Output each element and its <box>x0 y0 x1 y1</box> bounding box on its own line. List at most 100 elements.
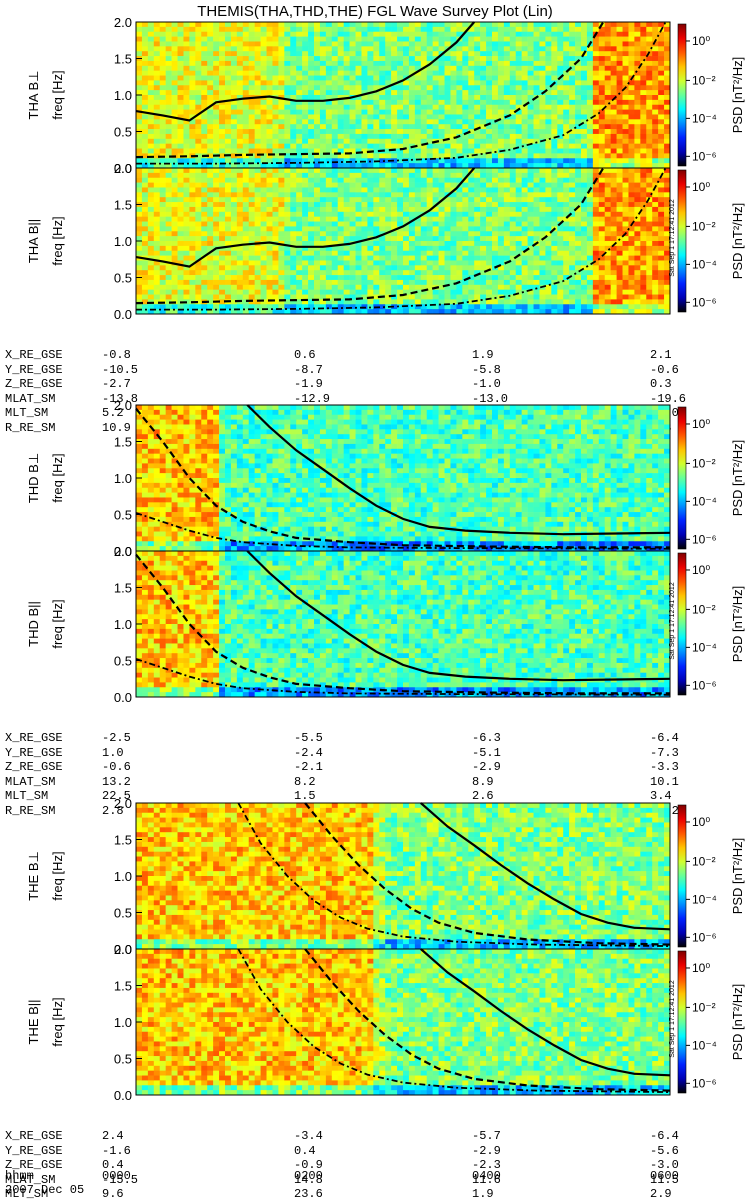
heatmap-cell <box>623 71 629 76</box>
heatmap-cell <box>551 144 557 149</box>
heatmap-cell <box>178 246 184 251</box>
heatmap-cell <box>504 256 510 261</box>
heatmap-cell <box>344 56 350 61</box>
heatmap-cell <box>421 37 427 42</box>
heatmap-cell <box>611 27 617 32</box>
heatmap-cell <box>172 251 178 256</box>
heatmap-cell <box>201 178 207 183</box>
heatmap-cell <box>308 207 314 212</box>
heatmap-cell <box>189 183 195 188</box>
heatmap-cell <box>528 158 534 163</box>
heatmap-cell <box>326 66 332 71</box>
heatmap-cell <box>439 37 445 42</box>
heatmap-cell <box>421 226 427 231</box>
heatmap-cell <box>385 265 391 270</box>
heatmap-cell <box>166 119 172 124</box>
heatmap-cell <box>231 22 237 27</box>
heatmap-cell <box>522 22 528 27</box>
heatmap-cell <box>445 90 451 95</box>
heatmap-cell <box>201 231 207 236</box>
heatmap-cell <box>249 280 255 285</box>
heatmap-cell <box>267 187 273 192</box>
heatmap-cell <box>563 124 569 129</box>
heatmap-cell <box>557 275 563 280</box>
heatmap-cell <box>148 149 154 154</box>
heatmap-cell <box>201 207 207 212</box>
heatmap-cell <box>213 222 219 227</box>
heatmap-cell <box>474 304 480 309</box>
heatmap-cell <box>320 80 326 85</box>
heatmap-cell <box>628 95 634 100</box>
heatmap-cell <box>243 226 249 231</box>
heatmap-cell <box>142 95 148 100</box>
heatmap-cell <box>255 85 261 90</box>
heatmap-cell <box>267 251 273 256</box>
heatmap-cell <box>450 27 456 32</box>
heatmap-cell <box>504 212 510 217</box>
heatmap-cell <box>338 275 344 280</box>
heatmap-cell <box>255 295 261 300</box>
heatmap-cell <box>664 149 670 154</box>
heatmap-cell <box>183 241 189 246</box>
heatmap-cell <box>148 192 154 197</box>
heatmap-cell <box>403 192 409 197</box>
heatmap-cell <box>569 71 575 76</box>
heatmap-cell <box>421 76 427 81</box>
heatmap-cell <box>593 51 599 56</box>
heatmap-cell <box>450 217 456 222</box>
heatmap-cell <box>445 61 451 66</box>
heatmap-cell <box>219 149 225 154</box>
heatmap-cell <box>160 119 166 124</box>
heatmap-cell <box>160 76 166 81</box>
heatmap-cell <box>623 144 629 149</box>
heatmap-cell <box>528 37 534 42</box>
heatmap-cell <box>462 46 468 51</box>
heatmap-cell <box>237 212 243 217</box>
heatmap-cell <box>498 197 504 202</box>
heatmap-cell <box>563 168 569 173</box>
heatmap-cell <box>510 183 516 188</box>
heatmap-cell <box>296 46 302 51</box>
heatmap-cell <box>545 256 551 261</box>
heatmap-cell <box>338 37 344 42</box>
heatmap-cell <box>522 139 528 144</box>
heatmap-cell <box>474 100 480 105</box>
heatmap-cell <box>201 134 207 139</box>
heatmap-cell <box>534 119 540 124</box>
heatmap-cell <box>427 168 433 173</box>
heatmap-cell <box>652 71 658 76</box>
heatmap-cell <box>326 270 332 275</box>
heatmap-cell <box>450 231 456 236</box>
heatmap-cell <box>302 178 308 183</box>
heatmap-cell <box>154 46 160 51</box>
heatmap-cell <box>575 110 581 115</box>
heatmap-cell <box>415 119 421 124</box>
heatmap-cell <box>278 178 284 183</box>
heatmap-cell <box>581 71 587 76</box>
heatmap-cell <box>516 41 522 46</box>
heatmap-cell <box>172 46 178 51</box>
heatmap-cell <box>617 110 623 115</box>
heatmap-cell <box>439 178 445 183</box>
heatmap-cell <box>640 27 646 32</box>
heatmap-cell <box>344 66 350 71</box>
heatmap-cell <box>178 187 184 192</box>
heatmap-cell <box>373 275 379 280</box>
heatmap-cell <box>272 202 278 207</box>
heatmap-cell <box>569 139 575 144</box>
heatmap-cell <box>278 270 284 275</box>
heatmap-cell <box>361 246 367 251</box>
heatmap-cell <box>486 90 492 95</box>
heatmap-cell <box>658 105 664 110</box>
heatmap-cell <box>284 192 290 197</box>
heatmap-cell <box>237 183 243 188</box>
heatmap-cell <box>166 90 172 95</box>
heatmap-cell <box>243 85 249 90</box>
heatmap-cell <box>154 61 160 66</box>
heatmap-cell <box>563 76 569 81</box>
heatmap-cell <box>397 90 403 95</box>
heatmap-cell <box>361 251 367 256</box>
heatmap-cell <box>338 22 344 27</box>
heatmap-cell <box>433 231 439 236</box>
heatmap-cell <box>403 124 409 129</box>
